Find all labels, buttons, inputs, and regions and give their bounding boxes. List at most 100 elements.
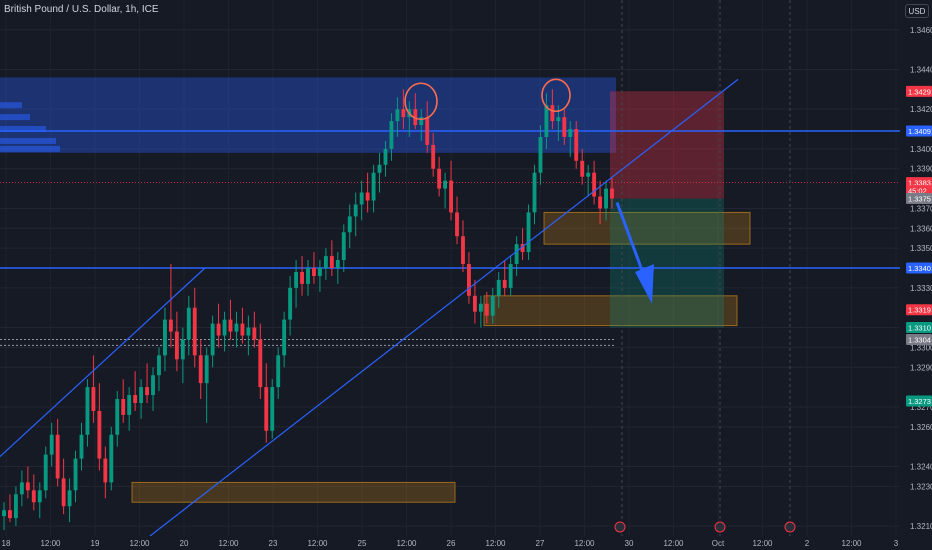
currency-button[interactable]: USD xyxy=(905,4,929,18)
price-tick-label: 1.3290 xyxy=(910,363,932,372)
candle-body xyxy=(157,355,161,376)
candle-body xyxy=(478,303,483,312)
volume-profile-bar xyxy=(0,137,56,144)
candle-body xyxy=(127,395,132,415)
time-tick-label: 30 xyxy=(625,539,634,548)
price-label-bg xyxy=(906,85,932,97)
candle-body xyxy=(288,287,293,320)
candle-body xyxy=(270,387,275,431)
candle-body xyxy=(514,244,519,265)
candle-body xyxy=(121,399,126,415)
time-tick-label: 12:00 xyxy=(129,539,150,548)
price-label-text: 1.3383 xyxy=(908,179,931,188)
main-trendline xyxy=(149,78,739,537)
supply-zone xyxy=(0,77,616,153)
candle-body xyxy=(133,395,138,403)
event-flag-icon xyxy=(784,521,796,533)
candle-body xyxy=(37,490,42,503)
candle-body xyxy=(538,136,543,173)
price-label-text: 1.3429 xyxy=(908,87,931,96)
time-tick-label: 12:00 xyxy=(40,539,61,548)
candle-body xyxy=(592,172,597,197)
price-label-text: 1.3340 xyxy=(908,264,931,273)
price-label-bg xyxy=(906,125,932,137)
candle-body xyxy=(520,244,525,253)
price-tick-label: 1.3370 xyxy=(910,204,932,213)
candle-body xyxy=(204,355,209,384)
price-label-bg xyxy=(906,322,932,334)
price-tick-label: 1.3420 xyxy=(910,105,932,114)
candle-body xyxy=(395,109,400,122)
candle-body xyxy=(282,319,287,356)
event-flag-icon xyxy=(614,521,626,533)
price-tick-label: 1.3350 xyxy=(910,244,932,253)
candle-body xyxy=(472,295,477,312)
candle-body xyxy=(568,129,573,137)
time-tick-label: 18 xyxy=(2,539,11,548)
candle-body xyxy=(371,172,376,201)
candle-body xyxy=(574,129,579,161)
candle-body xyxy=(550,105,555,122)
demand-zone xyxy=(483,295,738,327)
candle-body xyxy=(145,387,149,396)
candle-body xyxy=(109,434,114,483)
candle-body xyxy=(526,212,531,253)
candle-body xyxy=(73,458,78,491)
candle-body xyxy=(598,196,603,209)
candle-body xyxy=(180,339,185,360)
volume-profile-bar xyxy=(0,114,30,121)
price-label-text: 1.3273 xyxy=(908,397,931,406)
price-axis[interactable]: 1.34601.34401.34201.34001.33901.33701.33… xyxy=(900,0,932,550)
drawings-layer xyxy=(0,78,796,537)
price-tick-label: 1.3240 xyxy=(910,463,932,472)
position-target-area xyxy=(610,198,724,328)
demand-zone xyxy=(131,481,456,503)
time-axis[interactable]: 18 12:00 19 12:00 20 12:00 23 12:00 25 12:00 26 12:… xyxy=(0,536,932,550)
candle-body xyxy=(31,490,36,503)
chart-title: British Pound / U.S. Dollar, 1h, ICE xyxy=(4,4,159,15)
candle-body xyxy=(377,164,382,173)
candle-body xyxy=(383,148,388,165)
price-label: 1.3304 xyxy=(906,333,932,345)
candle-body xyxy=(425,117,430,145)
time-tick-label: 20 xyxy=(180,539,189,548)
candle-body xyxy=(186,307,191,340)
price-label-bg xyxy=(906,395,932,407)
candle-body xyxy=(461,236,465,265)
price-label: 1.3409 xyxy=(906,125,932,137)
price-label-bg xyxy=(906,193,932,205)
candle-body xyxy=(544,105,549,137)
price-label-bg xyxy=(906,262,932,274)
candle-body xyxy=(353,204,358,217)
candle-body xyxy=(610,188,614,199)
price-tick-label: 1.3400 xyxy=(910,145,932,154)
candle-body xyxy=(329,256,334,268)
time-tick-label: 25 xyxy=(358,539,367,548)
candle-body xyxy=(210,323,215,356)
time-tick-label: 27 xyxy=(536,539,545,548)
candle-body xyxy=(443,180,448,189)
price-tick-label: 1.3210 xyxy=(910,522,932,531)
time-tick-label: Oct xyxy=(712,539,725,548)
candle-body xyxy=(192,307,197,356)
time-tick-label: 12:00 xyxy=(663,539,684,548)
candle-body xyxy=(264,387,269,431)
candle-body xyxy=(359,192,364,205)
time-tick-label: 26 xyxy=(447,539,456,548)
candle-body xyxy=(306,268,310,284)
candle-body xyxy=(43,454,48,491)
price-label: 1.3319 xyxy=(906,304,932,316)
candle-body xyxy=(335,260,340,268)
candle-body xyxy=(252,327,257,340)
time-tick-label: 12:00 xyxy=(485,539,506,548)
candle-body xyxy=(8,510,12,519)
candle-body xyxy=(365,192,370,201)
time-tick-label: 2 xyxy=(805,539,810,548)
candle-body xyxy=(49,434,54,455)
candle-body xyxy=(228,319,233,332)
price-tick-label: 1.3230 xyxy=(910,482,932,491)
candle-body xyxy=(347,216,352,233)
time-tick-label: 3 xyxy=(894,539,899,548)
candle-body xyxy=(103,458,108,483)
